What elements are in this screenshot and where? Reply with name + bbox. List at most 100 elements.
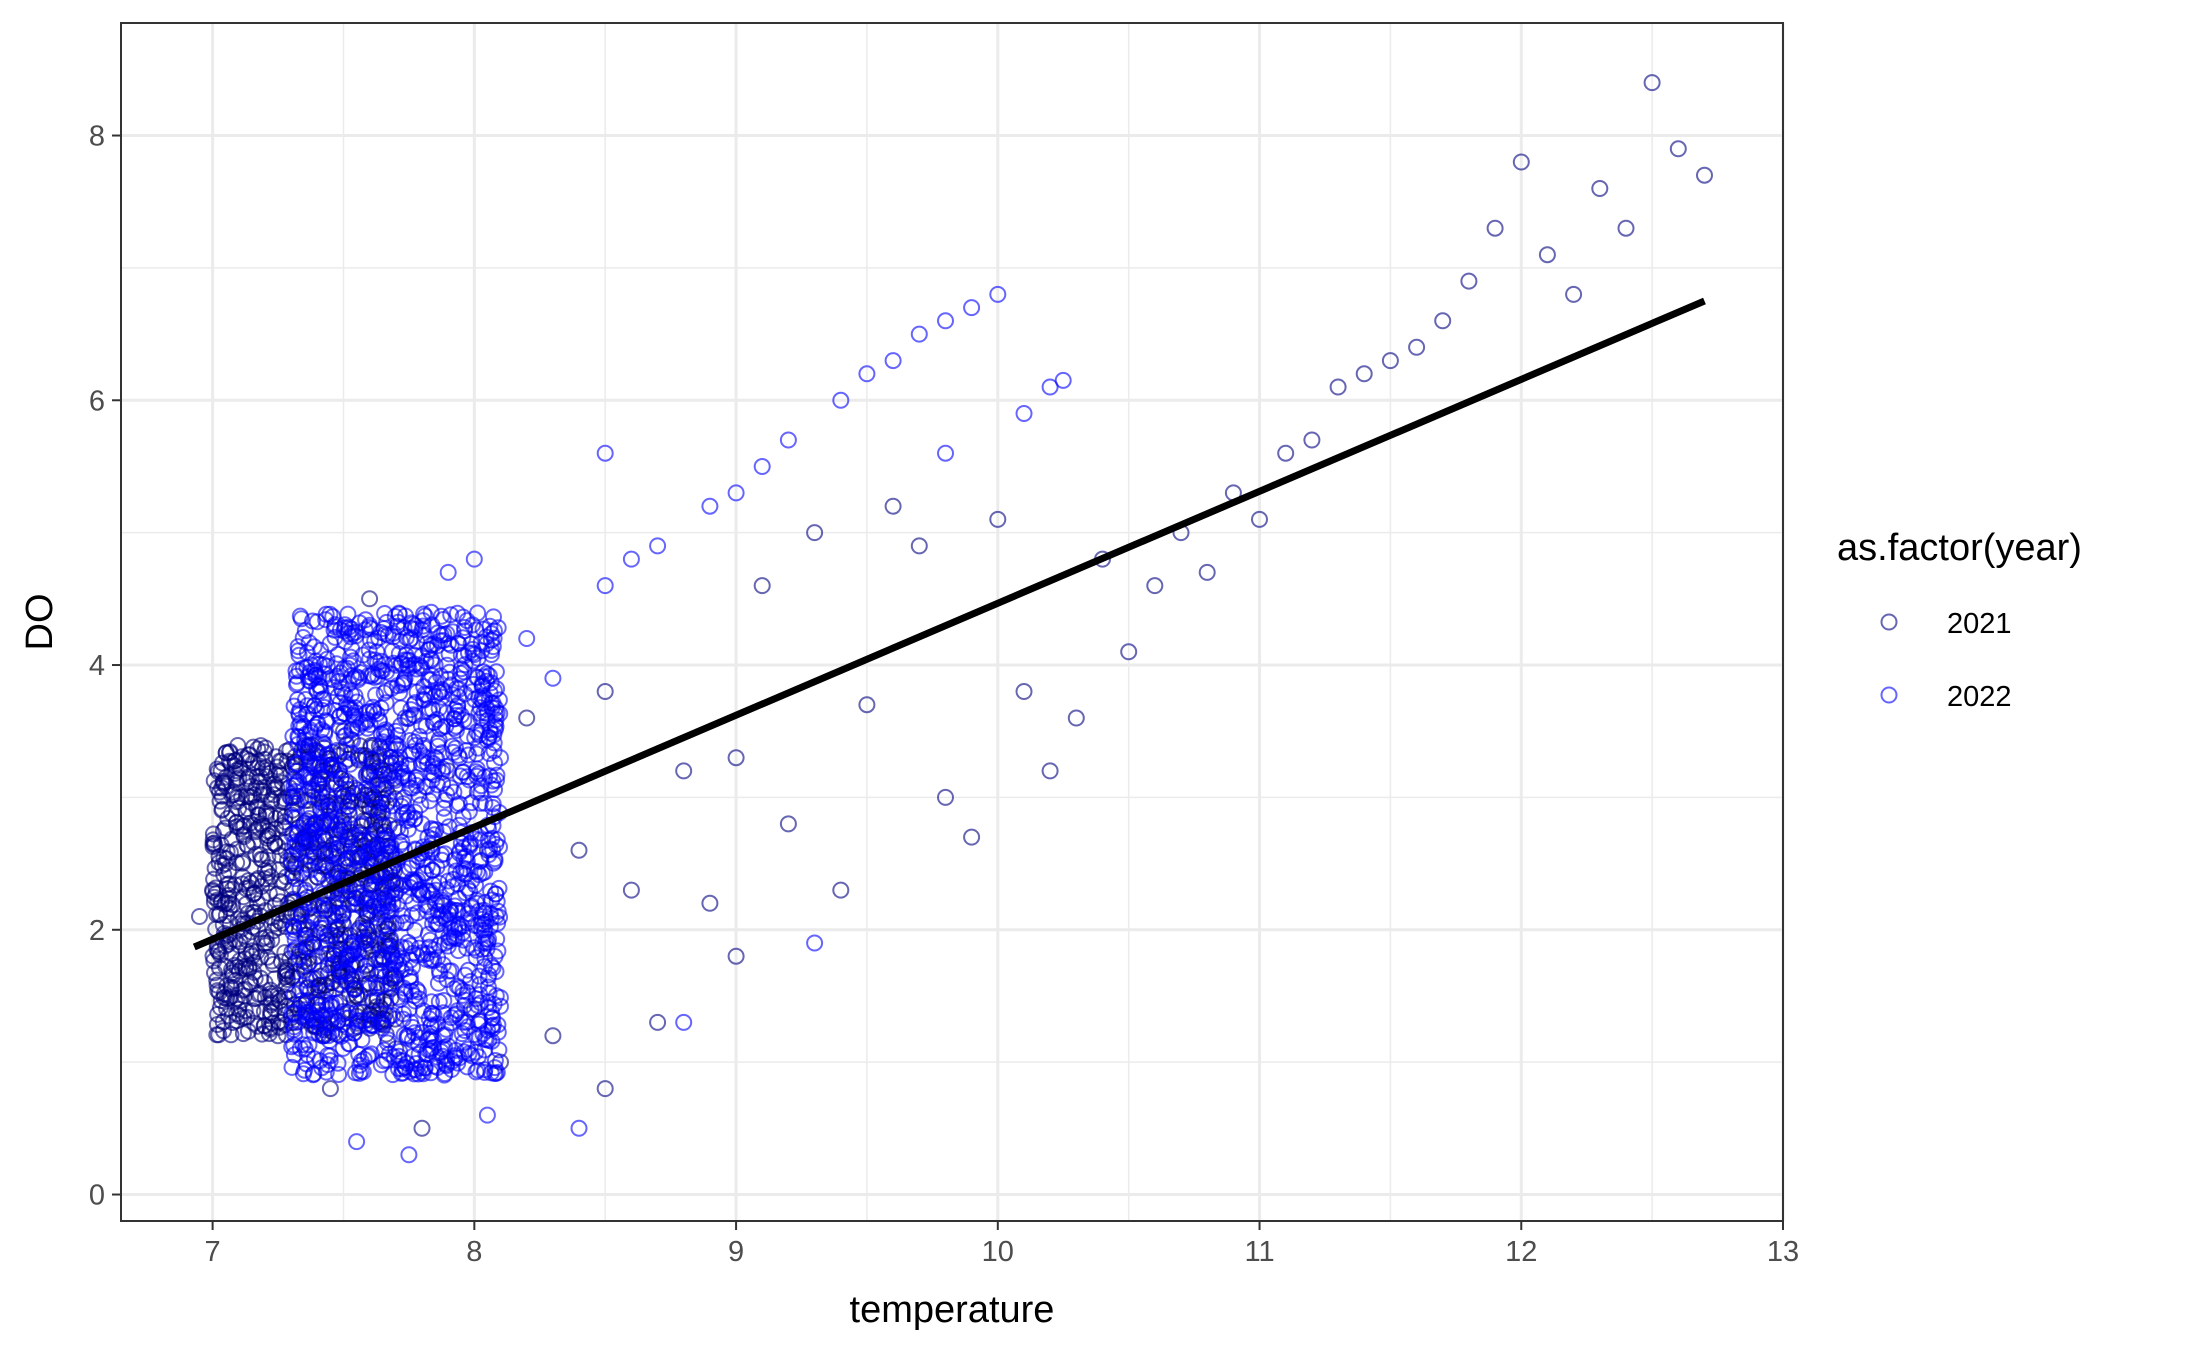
data-point-2021 [191, 908, 208, 925]
data-point-2022 [305, 1010, 323, 1028]
data-point-2022 [418, 635, 436, 653]
data-point-2022 [446, 1006, 464, 1024]
data-point-2022 [295, 962, 313, 980]
data-point-2022 [305, 638, 323, 656]
data-point-2022 [480, 667, 498, 685]
data-point-2022 [1015, 405, 1033, 422]
data-point-2022 [910, 325, 928, 343]
data-point-2022 [490, 1041, 508, 1059]
data-point-2022 [299, 705, 317, 723]
data-point-2021 [321, 1080, 339, 1098]
data-point-2022 [482, 674, 500, 692]
data-point-2022 [288, 667, 305, 685]
x-tick-label: 8 [466, 1236, 482, 1268]
data-point-2022 [362, 844, 380, 862]
data-point-2022 [300, 1036, 318, 1054]
data-point-2022 [285, 1021, 303, 1039]
data-point-2022 [395, 979, 413, 997]
data-point-2022 [296, 731, 314, 749]
data-point-2021 [210, 854, 228, 872]
data-point-2022 [397, 914, 415, 932]
data-point-2022 [403, 614, 420, 632]
data-point-2022 [305, 908, 323, 926]
data-point-2022 [435, 808, 453, 826]
data-point-2022 [290, 948, 308, 966]
data-point-2022 [353, 1031, 371, 1049]
data-point-2022 [315, 656, 333, 674]
data-point-2022 [479, 969, 497, 987]
data-point-2022 [342, 730, 360, 748]
data-point-2022 [302, 800, 320, 818]
data-point-2022 [483, 641, 500, 659]
data-point-2022 [414, 753, 432, 771]
data-point-2022 [322, 1014, 340, 1032]
data-point-2022 [430, 731, 448, 749]
data-point-2022 [460, 771, 478, 789]
data-point-2022 [390, 605, 408, 623]
data-point-2022 [289, 826, 307, 844]
data-point-2022 [417, 1045, 435, 1063]
data-point-2022 [283, 1038, 301, 1056]
data-point-2021 [1669, 140, 1687, 158]
data-point-2022 [359, 962, 377, 980]
data-point-2022 [312, 766, 330, 784]
data-point-2022 [422, 1040, 440, 1058]
data-point-2021 [1198, 563, 1216, 581]
data-point-2022 [431, 965, 449, 983]
x-axis-title: temperature [850, 1289, 1055, 1331]
data-point-2021 [255, 1003, 273, 1021]
data-point-2022 [482, 957, 500, 975]
data-point-2022 [386, 777, 404, 795]
data-point-2022 [387, 722, 405, 740]
data-point-2022 [544, 669, 562, 687]
data-point-2022 [392, 717, 410, 734]
data-point-2021 [249, 1017, 267, 1035]
data-point-2022 [394, 1005, 412, 1023]
data-point-2022 [463, 683, 481, 701]
data-point-2022 [386, 885, 404, 903]
data-point-2021 [1538, 246, 1556, 264]
data-point-2022 [341, 828, 359, 846]
data-point-2022 [382, 930, 399, 947]
data-point-2022 [301, 752, 319, 770]
y-tick-label: 4 [89, 650, 105, 682]
data-point-2022 [467, 949, 485, 967]
data-point-2022 [482, 1064, 500, 1082]
data-point-2022 [406, 992, 424, 1010]
data-point-2021 [249, 895, 266, 913]
data-point-2022 [415, 690, 432, 708]
data-point-2022 [334, 684, 352, 701]
data-point-2022 [462, 1001, 480, 1018]
y-tick-label: 0 [89, 1180, 105, 1212]
data-point-2022 [310, 1025, 328, 1043]
data-point-2022 [407, 771, 425, 789]
data-point-2021 [1277, 444, 1295, 462]
data-point-2022 [328, 815, 346, 833]
data-point-2021 [257, 803, 275, 820]
data-point-2021 [989, 510, 1007, 528]
data-point-2022 [298, 697, 316, 715]
data-point-2022 [316, 832, 334, 850]
data-point-2021 [245, 953, 263, 971]
data-point-2022 [937, 312, 954, 330]
data-point-2022 [486, 705, 504, 723]
data-point-2022 [333, 811, 351, 829]
data-point-2022 [374, 947, 392, 965]
data-point-2022 [458, 860, 476, 878]
data-point-2022 [364, 991, 382, 1009]
data-point-2022 [430, 936, 448, 954]
data-point-2022 [328, 741, 346, 759]
data-point-2022 [492, 997, 509, 1015]
data-point-2022 [391, 1043, 409, 1060]
data-point-2022 [362, 1045, 380, 1063]
data-point-2021 [910, 537, 928, 555]
data-point-2022 [299, 918, 317, 936]
data-point-2022 [450, 635, 467, 653]
data-point-2022 [395, 795, 412, 813]
data-point-2022 [318, 945, 336, 963]
data-point-2022 [402, 951, 420, 969]
data-point-2021 [1512, 153, 1530, 171]
data-point-2021 [544, 1027, 562, 1045]
data-point-2022 [410, 727, 428, 745]
data-point-2021 [596, 683, 614, 700]
